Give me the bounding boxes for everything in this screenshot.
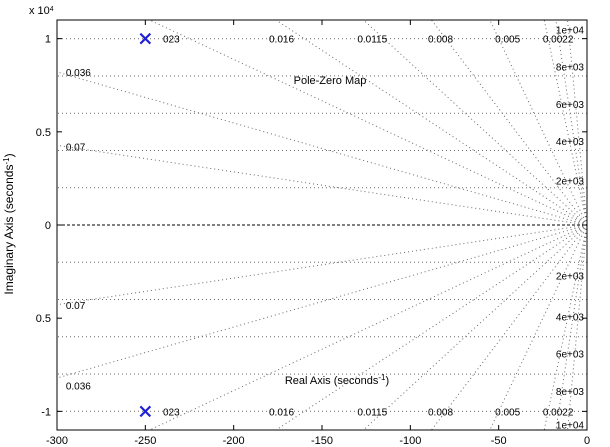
damping-label: 023 bbox=[163, 35, 180, 46]
frequency-label: 8e+03 bbox=[556, 63, 585, 74]
pole-stroke bbox=[139, 32, 152, 45]
damping-ray bbox=[363, 224, 587, 430]
grid-labels-layer: 023 0.016 0.0115 0.008 0.005 0.0022 0.036 0.07 0… bbox=[66, 25, 585, 431]
ticks-layer: -300 -250 -200 -150 -100 -50 0 -1 0.5 0 0.5 1 bbox=[36, 20, 590, 447]
x-tick-label: -50 bbox=[491, 435, 507, 447]
damping-label: 0.036 bbox=[66, 68, 91, 79]
frequency-label: 6e+03 bbox=[556, 350, 585, 361]
x-tick-label: 0 bbox=[584, 435, 590, 447]
y-tick-label: -1 bbox=[41, 406, 51, 418]
damping-label: 0.0022 bbox=[543, 407, 574, 418]
damping-label: 023 bbox=[163, 407, 180, 418]
poles-layer bbox=[139, 32, 152, 418]
grid-layer bbox=[57, 20, 587, 430]
damping-ray bbox=[57, 144, 587, 226]
y-axis-label: Imaginary Axis (seconds-1) bbox=[2, 153, 17, 294]
damping-label: 0.005 bbox=[495, 407, 520, 418]
pole-marker bbox=[139, 32, 152, 45]
damping-label: 0.005 bbox=[495, 35, 520, 46]
damping-ray bbox=[489, 20, 587, 226]
damping-label: 0.036 bbox=[66, 381, 91, 392]
damping-label: 0.008 bbox=[428, 35, 453, 46]
pole-stroke bbox=[139, 405, 152, 418]
damping-ray bbox=[149, 20, 587, 226]
frequency-label: 1e+04 bbox=[556, 420, 585, 431]
damping-ray bbox=[431, 20, 587, 226]
damping-ray bbox=[57, 71, 587, 226]
frequency-label: 1e+04 bbox=[556, 25, 585, 36]
x-tick-label: -150 bbox=[311, 435, 333, 447]
damping-ray bbox=[275, 224, 587, 430]
damping-label: 0.008 bbox=[428, 407, 453, 418]
y-tick-label: 0 bbox=[45, 220, 51, 232]
damping-ray bbox=[149, 224, 587, 430]
chart-title: Pole-Zero Map bbox=[294, 75, 367, 87]
x-tick-label: -300 bbox=[46, 435, 68, 447]
y-tick-label: 1 bbox=[45, 34, 51, 46]
damping-ray bbox=[57, 224, 587, 379]
damping-label: 0.07 bbox=[66, 301, 86, 312]
damping-ray bbox=[275, 20, 587, 226]
damping-ray bbox=[567, 20, 587, 226]
damping-label: 0.07 bbox=[66, 143, 86, 154]
damping-label: 0.0022 bbox=[543, 35, 574, 46]
damping-ray bbox=[555, 224, 587, 430]
damping-ray bbox=[489, 224, 587, 430]
x-tick-label: -200 bbox=[223, 435, 245, 447]
damping-label: 0.016 bbox=[269, 35, 294, 46]
y-axis-exponent: x 104 bbox=[29, 5, 54, 17]
damping-label: 0.0115 bbox=[357, 407, 387, 418]
damping-ray bbox=[363, 20, 587, 226]
damping-ray bbox=[567, 224, 587, 430]
x-axis-label: Real Axis (seconds-1) bbox=[285, 373, 389, 388]
damping-ray bbox=[543, 20, 587, 226]
damping-ray bbox=[57, 224, 587, 306]
frequency-label: 2e+03 bbox=[556, 271, 585, 282]
damping-ray bbox=[431, 224, 587, 430]
damping-ray bbox=[555, 20, 587, 226]
y-tick-label: 0.5 bbox=[36, 127, 51, 139]
y-tick-label: 0.5 bbox=[36, 313, 51, 325]
x-tick-label: -250 bbox=[134, 435, 156, 447]
damping-label: 0.016 bbox=[269, 407, 294, 418]
frequency-label: 2e+03 bbox=[556, 176, 585, 187]
frequency-label: 6e+03 bbox=[556, 100, 585, 111]
frequency-label: 4e+03 bbox=[556, 312, 585, 323]
damping-label: 0.0115 bbox=[357, 35, 387, 46]
damping-ray bbox=[543, 224, 587, 430]
frequency-label: 4e+03 bbox=[556, 137, 585, 148]
pole-marker bbox=[139, 405, 152, 418]
frequency-label: 8e+03 bbox=[556, 387, 585, 398]
x-tick-label: -100 bbox=[399, 435, 421, 447]
